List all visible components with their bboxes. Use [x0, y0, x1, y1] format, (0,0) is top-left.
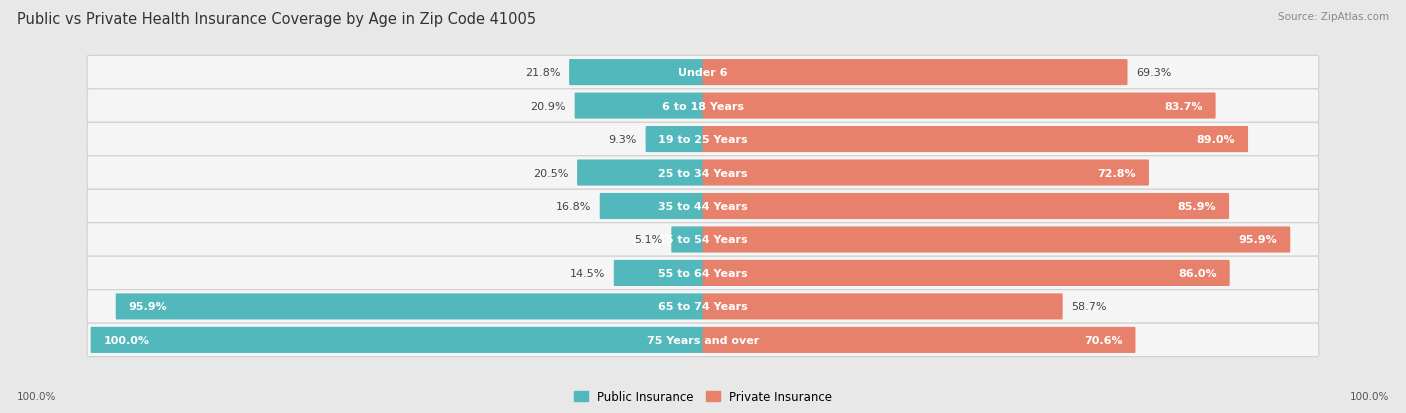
Text: Public vs Private Health Insurance Coverage by Age in Zip Code 41005: Public vs Private Health Insurance Cover… [17, 12, 536, 27]
Text: 21.8%: 21.8% [524, 68, 561, 78]
FancyBboxPatch shape [115, 294, 703, 320]
FancyBboxPatch shape [87, 223, 1319, 256]
FancyBboxPatch shape [703, 193, 1229, 220]
FancyBboxPatch shape [703, 160, 1149, 186]
FancyBboxPatch shape [703, 294, 1063, 320]
Text: 55 to 64 Years: 55 to 64 Years [658, 268, 748, 278]
Text: 58.7%: 58.7% [1071, 301, 1107, 312]
Text: Source: ZipAtlas.com: Source: ZipAtlas.com [1278, 12, 1389, 22]
Text: 100.0%: 100.0% [1350, 391, 1389, 401]
Text: 100.0%: 100.0% [17, 391, 56, 401]
Text: 83.7%: 83.7% [1164, 101, 1204, 112]
FancyBboxPatch shape [569, 60, 703, 86]
FancyBboxPatch shape [87, 323, 1319, 357]
FancyBboxPatch shape [671, 227, 703, 253]
Text: 100.0%: 100.0% [104, 335, 149, 345]
Text: 25 to 34 Years: 25 to 34 Years [658, 168, 748, 178]
FancyBboxPatch shape [703, 127, 1249, 153]
FancyBboxPatch shape [87, 256, 1319, 290]
FancyBboxPatch shape [575, 93, 703, 119]
Text: 5.1%: 5.1% [634, 235, 662, 245]
FancyBboxPatch shape [703, 327, 1136, 353]
FancyBboxPatch shape [87, 290, 1319, 323]
Text: 9.3%: 9.3% [609, 135, 637, 145]
FancyBboxPatch shape [614, 260, 703, 286]
Text: 69.3%: 69.3% [1136, 68, 1171, 78]
Text: 19 to 25 Years: 19 to 25 Years [658, 135, 748, 145]
FancyBboxPatch shape [703, 227, 1291, 253]
FancyBboxPatch shape [87, 90, 1319, 123]
FancyBboxPatch shape [87, 56, 1319, 90]
Text: 20.5%: 20.5% [533, 168, 568, 178]
Text: Under 6: Under 6 [678, 68, 728, 78]
FancyBboxPatch shape [87, 157, 1319, 190]
Text: 6 to 18 Years: 6 to 18 Years [662, 101, 744, 112]
FancyBboxPatch shape [87, 190, 1319, 223]
FancyBboxPatch shape [703, 260, 1230, 286]
FancyBboxPatch shape [576, 160, 703, 186]
Text: 45 to 54 Years: 45 to 54 Years [658, 235, 748, 245]
Text: 72.8%: 72.8% [1098, 168, 1136, 178]
Text: 65 to 74 Years: 65 to 74 Years [658, 301, 748, 312]
FancyBboxPatch shape [90, 327, 703, 353]
Text: 20.9%: 20.9% [530, 101, 567, 112]
FancyBboxPatch shape [645, 127, 703, 153]
Text: 95.9%: 95.9% [128, 301, 167, 312]
Text: 16.8%: 16.8% [555, 202, 591, 211]
Text: 85.9%: 85.9% [1178, 202, 1216, 211]
Text: 75 Years and over: 75 Years and over [647, 335, 759, 345]
Text: 86.0%: 86.0% [1178, 268, 1218, 278]
FancyBboxPatch shape [703, 60, 1128, 86]
Text: 14.5%: 14.5% [569, 268, 605, 278]
FancyBboxPatch shape [87, 123, 1319, 157]
FancyBboxPatch shape [703, 93, 1216, 119]
Text: 89.0%: 89.0% [1197, 135, 1236, 145]
Text: 95.9%: 95.9% [1239, 235, 1278, 245]
FancyBboxPatch shape [600, 193, 703, 220]
Legend: Public Insurance, Private Insurance: Public Insurance, Private Insurance [569, 385, 837, 408]
Text: 70.6%: 70.6% [1084, 335, 1123, 345]
Text: 35 to 44 Years: 35 to 44 Years [658, 202, 748, 211]
